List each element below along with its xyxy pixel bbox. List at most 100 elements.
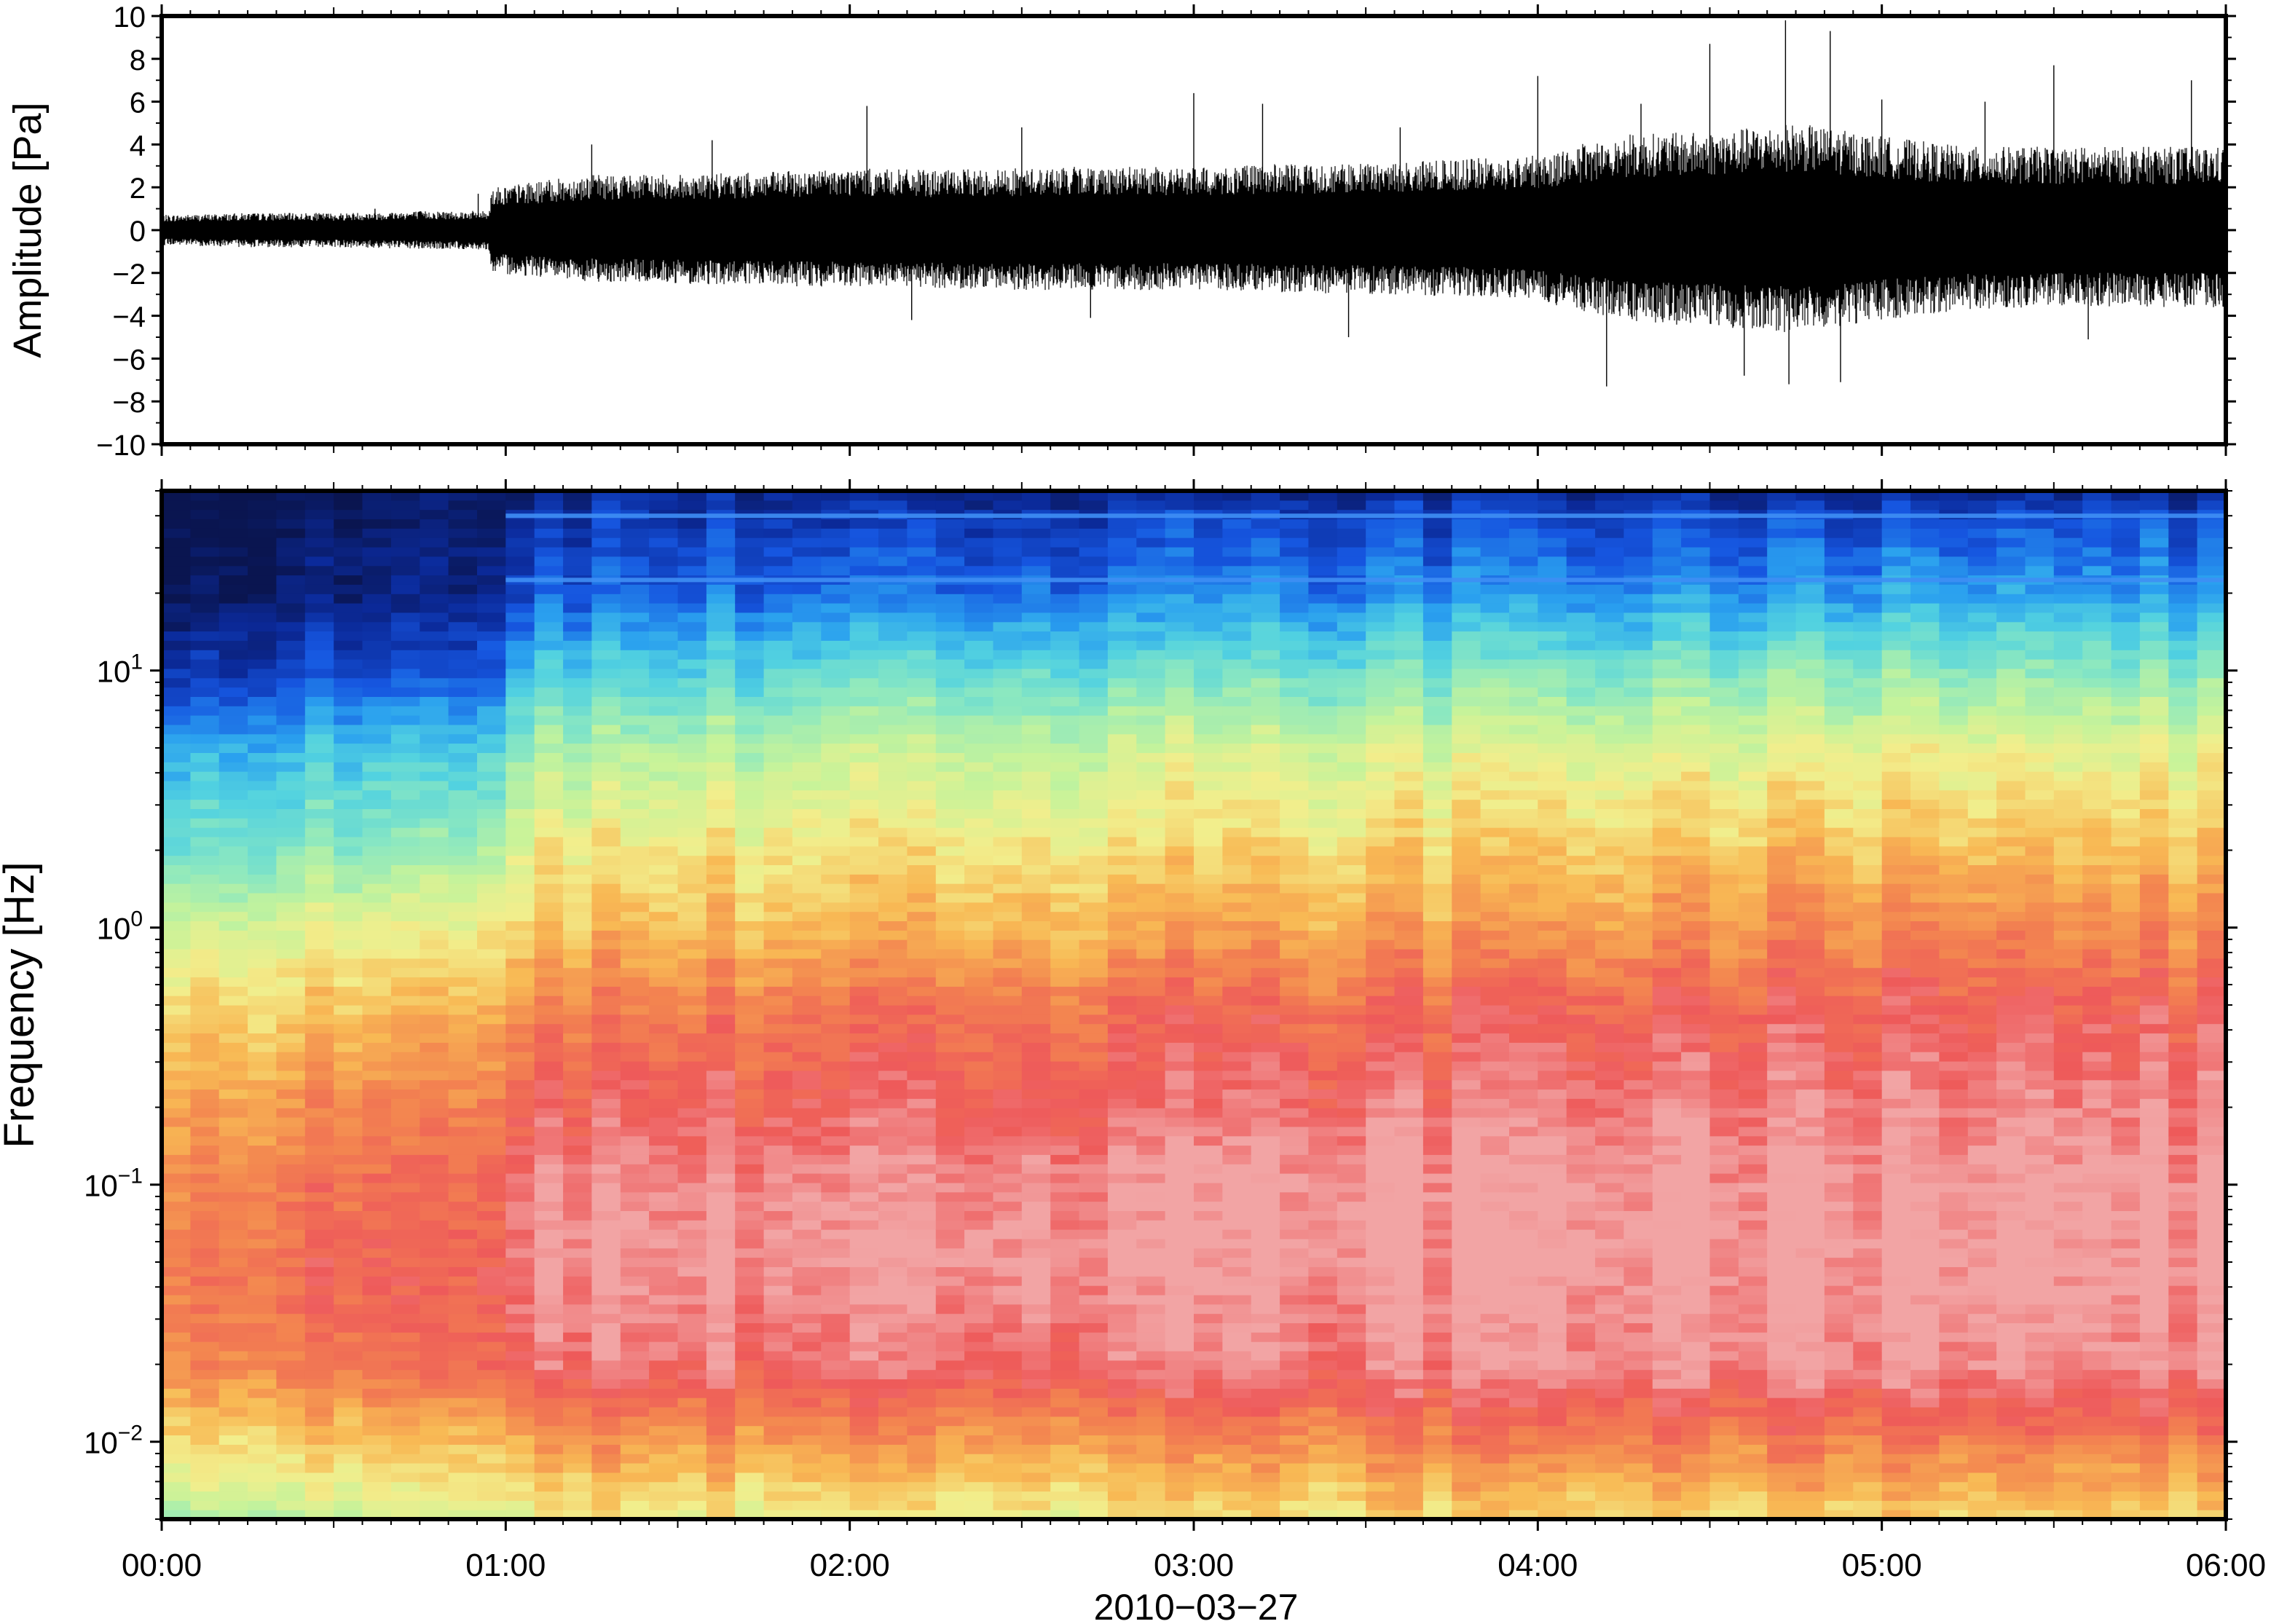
spectrogram-cell <box>878 1435 908 1445</box>
spectrogram-cell <box>649 1454 679 1464</box>
spectrogram-cell <box>821 845 851 856</box>
spectrogram-cell <box>1366 902 1396 912</box>
spectrogram-cell <box>993 893 1023 903</box>
spectrogram-cell <box>534 949 564 959</box>
spectrogram-cell <box>420 1154 449 1164</box>
spectrogram-cell <box>477 836 506 847</box>
spectrogram-cell <box>304 883 334 894</box>
spectrogram-cell <box>993 762 1023 772</box>
spectrogram-cell <box>1107 1052 1137 1062</box>
spectrogram-cell <box>591 921 621 931</box>
spectrogram-cell <box>849 1416 879 1427</box>
spectrogram-cell <box>907 1369 937 1379</box>
spectrogram-cell <box>1136 603 1166 613</box>
spectrogram-cell <box>1165 519 1194 529</box>
spectrogram-cell <box>964 827 994 837</box>
spectrogram-cell <box>907 1360 937 1371</box>
spectrogram-cell <box>706 1323 736 1333</box>
spectrogram-cell <box>362 1135 392 1146</box>
spectrogram-cell <box>219 1454 248 1464</box>
spectrogram-cell <box>1366 827 1396 837</box>
spectrogram-cell <box>706 743 736 753</box>
spectrogram-cell <box>420 1173 449 1183</box>
spectrogram-cell <box>907 1454 937 1464</box>
spectrogram-cell <box>907 977 937 987</box>
spectrogram-cell <box>1280 1379 1310 1389</box>
spectrogram-cell <box>907 911 937 921</box>
spectrogram-cell <box>248 650 278 660</box>
spectrogram-cell <box>620 855 650 865</box>
spectrogram-cell <box>1136 836 1166 847</box>
spectrogram-cell <box>505 1350 535 1361</box>
spectrogram-cell <box>1308 1360 1338 1371</box>
spectrogram-cell <box>1194 1444 1223 1454</box>
spectrogram-cell <box>1337 1033 1366 1043</box>
spectrogram-cell <box>1050 855 1080 865</box>
spectrogram-cell <box>792 1369 822 1379</box>
spectrogram-cell <box>1194 762 1223 772</box>
spectrogram-cell <box>821 1033 851 1043</box>
spectrogram-cell <box>563 1425 593 1435</box>
spectrogram-cell <box>1308 1294 1338 1305</box>
spectrogram-cell <box>649 1201 679 1211</box>
spectrogram-cell <box>505 958 535 969</box>
spectrogram-cell <box>849 1014 879 1025</box>
spectrogram-cell <box>792 1388 822 1398</box>
spectrogram-cell <box>591 986 621 996</box>
spectrogram-cell <box>1251 1238 1280 1249</box>
spectrogram-cell <box>1308 1266 1338 1277</box>
spectrogram-cell <box>276 584 306 594</box>
spectrogram-cell <box>1165 1145 1194 1155</box>
spectrogram-cell <box>534 1033 564 1043</box>
spectrogram-cell <box>964 603 994 613</box>
spectrogram-cell <box>1337 789 1366 800</box>
spectrogram-cell <box>563 762 593 772</box>
spectrogram-cell <box>1165 949 1194 959</box>
spectrogram-cell <box>935 986 965 996</box>
spectrogram-cell <box>1079 1416 1109 1427</box>
spectrogram-cell <box>1136 855 1166 865</box>
spectrogram-cell <box>677 1398 707 1408</box>
spectrogram-cell <box>248 1033 278 1043</box>
spectrogram-cell <box>878 1388 908 1398</box>
spectrogram-cell <box>276 902 306 912</box>
spectrogram-cell <box>1021 547 1051 557</box>
spectrogram-cell <box>735 911 765 921</box>
spectrogram-cell <box>1107 771 1137 781</box>
spectrogram-cell <box>304 1294 334 1305</box>
spectrogram-cell <box>1165 1444 1194 1454</box>
spectrogram-cell <box>304 864 334 875</box>
spectrogram-cell <box>248 762 278 772</box>
spectrogram-cell <box>1050 939 1080 950</box>
spectrogram-cell <box>935 659 965 669</box>
spectrogram-cell <box>390 715 420 725</box>
spectrogram-cell <box>1079 874 1109 884</box>
spectrogram-cell <box>362 1033 392 1043</box>
spectrogram-cell <box>362 921 392 931</box>
spectrogram-cell <box>907 668 937 679</box>
spectrogram-cell <box>1194 752 1223 762</box>
spectrogram-cell <box>792 939 822 950</box>
spectrogram-cell <box>1079 1098 1109 1108</box>
spectrogram-cell <box>448 1500 478 1510</box>
spectrogram-cell <box>1079 743 1109 753</box>
spectrogram-cell <box>448 603 478 613</box>
spectrogram-cell <box>1194 1052 1223 1062</box>
spectrogram-cell <box>1050 1005 1080 1015</box>
spectrogram-cell <box>1337 1164 1366 1174</box>
spectrogram-cell <box>1165 1191 1194 1202</box>
spectrogram-cell <box>420 1416 449 1427</box>
spectrogram-cell <box>477 1407 506 1417</box>
spectrogram-cell <box>878 1079 908 1090</box>
spectrogram-cell <box>248 1332 278 1342</box>
spectrogram-cell <box>1050 1247 1080 1258</box>
spectrogram-cell <box>735 1313 765 1323</box>
spectrogram-cell <box>1308 902 1338 912</box>
spectrogram-cell <box>591 677 621 688</box>
spectrogram-cell <box>1021 1042 1051 1052</box>
spectrogram-cell <box>190 752 220 762</box>
spectrogram-cell <box>248 1454 278 1464</box>
spectrogram-cell <box>1194 1407 1223 1417</box>
spectrogram-cell <box>763 874 793 884</box>
spectrogram-cell <box>591 743 621 753</box>
